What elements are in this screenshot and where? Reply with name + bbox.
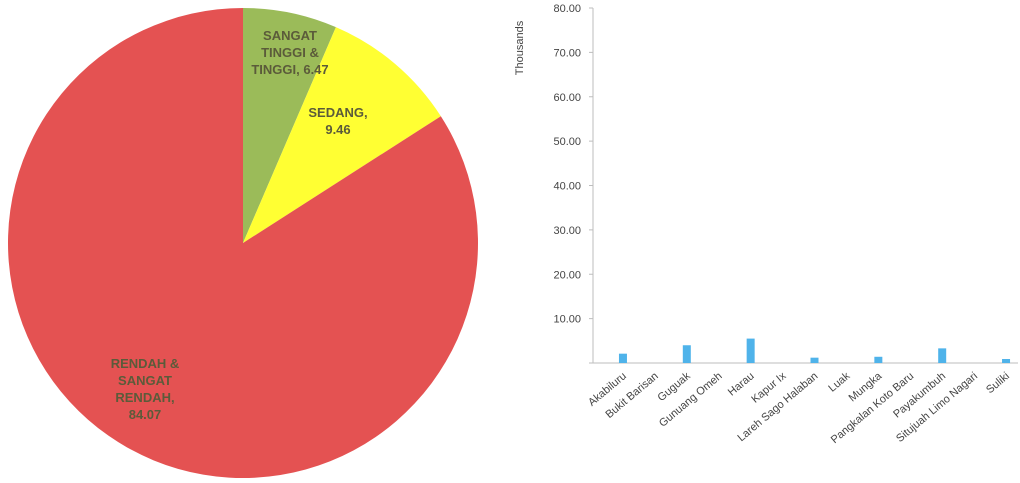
bar-guguak [682,345,691,363]
y-tick-label: 60.00 [553,92,581,104]
y-tick-label: 40.00 [553,181,581,193]
y-tick-label: 20.00 [553,269,581,281]
pie-slice-sangat-tinggi-tinggi [243,8,336,243]
bar-harau [746,338,755,363]
y-tick-label: 50.00 [553,136,581,148]
pie-label-rendah-sangat-rendah: RENDAH & SANGAT RENDAH, 84.07 [111,356,180,422]
y-tick-label: 80.00 [553,3,581,15]
bar-suliki [1002,359,1011,363]
bar-payakumbuh [938,348,947,363]
pie-label-sangat-tinggi-tinggi: SANGAT TINGGI & TINGGI, 6.47 [251,28,328,77]
y-tick-label: 70.00 [553,47,581,59]
y-tick-label: 10.00 [553,314,581,326]
pie-slice-sedang [243,27,441,243]
x-tick-label-suliki: Suliki [984,370,1012,396]
bar-akabiluru [618,353,627,363]
pie-label-sedang: SEDANG, 9.46 [308,105,367,137]
y-axis-label: Thousands [514,20,526,75]
pie-chart: SANGAT TINGGI & TINGGI, 6.47 SEDANG, 9.46 REN… [7,8,478,479]
bar-mungka [874,356,883,363]
bar-lareh-sago-halaban [810,357,819,363]
y-tick-label: 30.00 [553,225,581,237]
bar-chart: Thousands 10.00 20.00 30.00 40.00 50.00 60.00… [514,3,1018,446]
pie-slice-rendah-sangat-rendah [7,8,478,479]
x-tick-label-luak: Luak [826,370,852,395]
